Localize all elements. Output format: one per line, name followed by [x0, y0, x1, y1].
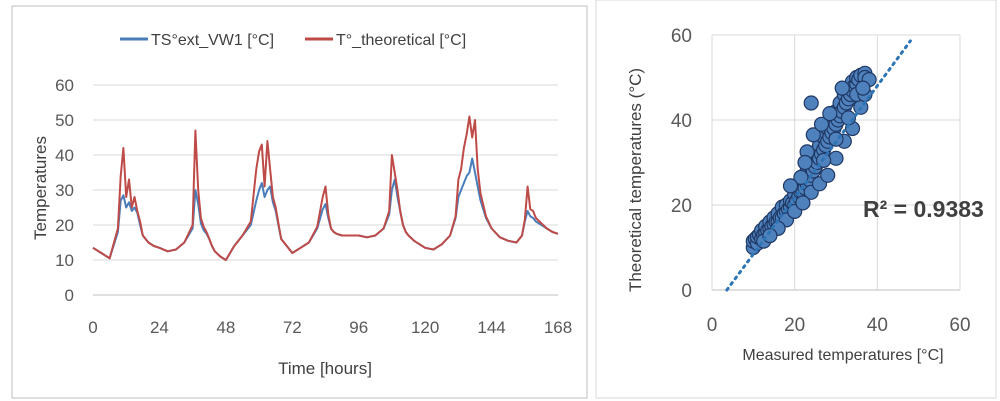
line-chart-x-tick: 168: [544, 318, 572, 337]
scatter-chart-x-tick-labels: 0 20 40 60: [707, 315, 971, 336]
line-series-theoretical: [92, 115, 559, 261]
line-chart-x-tick: 0: [88, 318, 97, 337]
line-chart-y-tick: 40: [55, 146, 74, 165]
line-chart-x-tick: 120: [411, 318, 439, 337]
line-chart-x-tick: 24: [150, 318, 169, 337]
scatter-chart-x-tick: 0: [707, 315, 718, 336]
scatter-chart-y-tick: 20: [671, 196, 692, 217]
line-chart-x-tick: 96: [349, 318, 368, 337]
line-chart-legend: TS°ext_VW1 [°C] T°_theoretical [°C]: [120, 32, 466, 49]
line-chart-x-tick: 72: [283, 318, 302, 337]
scatter-point: [782, 178, 799, 194]
line-chart-gridlines: [93, 84, 558, 296]
line-chart-y-axis-title: Temperatures: [31, 136, 50, 240]
legend-label-theoretical: T°_theoretical [°C]: [336, 32, 466, 49]
scatter-chart-y-axis-title: Theoretical temperatures (°C): [626, 68, 645, 292]
scatter-point: [820, 167, 836, 183]
scatter-point: [813, 116, 830, 132]
scatter-point: [828, 150, 844, 166]
scatter-chart-trendline: [725, 39, 912, 292]
scatter-chart-x-axis-title: Measured temperatures [°C]: [742, 347, 943, 364]
line-chart-x-tick: 144: [477, 318, 505, 337]
line-chart-y-tick-labels: 0 10 20 30 40 50 60: [55, 76, 74, 305]
line-chart-x-tick-labels: 0 24 48 72 96 120 144 168: [88, 318, 572, 337]
line-chart-y-tick: 20: [55, 216, 74, 235]
scatter-chart-x-tick: 20: [784, 315, 805, 336]
scatter-chart-x-tick: 40: [867, 315, 888, 336]
scatter-chart-y-tick: 60: [671, 26, 692, 47]
scatter-point: [822, 105, 838, 122]
scatter-point: [803, 95, 819, 111]
scatter-point: [855, 80, 871, 96]
scatter-point: [834, 80, 850, 96]
scatter-chart-y-tick: 0: [681, 281, 692, 302]
scatter-point: [840, 110, 857, 126]
scatter-point: [797, 154, 813, 171]
scatter-point: [762, 228, 778, 244]
scatter-chart-y-tick: 40: [671, 111, 692, 132]
scatter-point: [795, 195, 811, 211]
line-chart-y-tick: 10: [55, 251, 74, 270]
r-squared-annotation: R² = 0.9383: [863, 196, 984, 222]
line-chart-series: [92, 115, 559, 261]
scatter-point: [805, 127, 821, 143]
line-chart-y-tick: 50: [55, 111, 74, 130]
scatter-chart-gridlines: [711, 34, 961, 291]
line-chart-frame: [11, 5, 588, 399]
line-chart-x-axis-title: Time [hours]: [278, 359, 372, 378]
line-chart-x-tick: 48: [216, 318, 235, 337]
scatter-chart-x-tick: 60: [949, 315, 970, 336]
line-chart-y-tick: 60: [55, 76, 74, 95]
line-chart-y-tick: 0: [65, 286, 74, 305]
scatter-point: [793, 169, 809, 185]
line-chart-y-tick: 30: [55, 181, 74, 200]
scatter-chart-y-tick-labels: 0 20 40 60: [671, 26, 692, 302]
legend-label-ts-ext: TS°ext_VW1 [°C]: [151, 32, 274, 49]
